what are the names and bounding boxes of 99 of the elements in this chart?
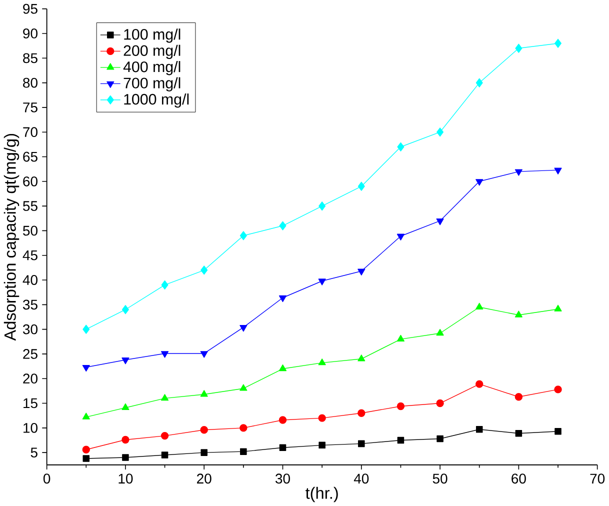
point	[476, 179, 484, 186]
point	[200, 390, 208, 397]
y-tick-label: 60	[23, 176, 38, 186]
x-tick-label: 0	[43, 474, 50, 484]
y-tick-label: 80	[23, 78, 38, 88]
y-tick-label: 90	[23, 28, 38, 38]
point	[554, 168, 562, 174]
y-tick-label: 5	[30, 448, 38, 458]
point	[318, 442, 326, 449]
point	[278, 364, 287, 372]
x-tick-label: 70	[590, 474, 605, 484]
y-tick-label: 20	[23, 374, 38, 384]
point	[200, 351, 208, 358]
point	[161, 452, 168, 458]
x-axis-title: t(hr.)	[306, 486, 338, 502]
point	[278, 416, 287, 424]
y-tick-label: 30	[22, 324, 38, 334]
point	[200, 266, 208, 275]
y-tick-label: 25	[23, 348, 38, 359]
point	[436, 435, 444, 442]
point	[358, 182, 365, 191]
point	[396, 234, 404, 240]
point	[161, 280, 168, 290]
point	[122, 436, 130, 444]
point	[554, 386, 562, 394]
legend-label: 700 mg/l	[124, 77, 180, 92]
x-tick-label: 20	[197, 474, 212, 484]
x-tick-label: 40	[354, 474, 369, 484]
point	[122, 403, 130, 410]
point	[397, 142, 404, 152]
point	[240, 424, 248, 432]
point	[240, 324, 248, 332]
point	[476, 302, 484, 310]
point	[554, 304, 562, 312]
point	[436, 328, 444, 336]
y-tick-label: 35	[22, 300, 38, 310]
point	[514, 310, 522, 318]
point	[160, 432, 169, 440]
point	[122, 358, 130, 364]
point	[436, 218, 444, 226]
point	[200, 449, 208, 456]
point	[396, 334, 404, 342]
point	[436, 128, 444, 137]
y-tick-label: 55	[23, 201, 38, 211]
legend-label: 200 mg/l	[124, 44, 180, 59]
y-tick-label: 15	[24, 398, 38, 408]
point	[82, 412, 90, 420]
point	[515, 44, 522, 53]
legend-label: 1000 mg/l	[124, 94, 189, 108]
point	[554, 38, 562, 48]
x-tick-label: 30	[275, 474, 290, 484]
point	[200, 426, 208, 434]
y-tick-label: 40	[22, 275, 38, 285]
point	[82, 324, 90, 334]
point	[358, 268, 366, 276]
y-axis-title: Adsorption capacity qt(mg/g)	[4, 134, 20, 341]
y-tick-label: 50	[23, 226, 38, 236]
y-tick-label: 95	[23, 4, 38, 14]
point	[436, 399, 444, 408]
legend-label: 400 mg/l	[123, 61, 180, 76]
point	[122, 305, 129, 314]
point	[240, 448, 247, 455]
y-tick-label: 75	[23, 102, 38, 112]
point	[279, 221, 286, 230]
point	[240, 384, 248, 391]
point	[240, 231, 247, 240]
y-tick-label: 65	[23, 152, 38, 162]
point	[82, 364, 90, 372]
point	[514, 392, 523, 401]
point	[318, 201, 326, 211]
point	[358, 354, 366, 362]
y-tick-label: 85	[23, 53, 38, 64]
point	[515, 430, 522, 437]
point	[160, 351, 169, 358]
point	[279, 444, 286, 452]
y-tick-label: 10	[24, 422, 38, 433]
point	[318, 358, 326, 366]
point	[82, 455, 90, 462]
point	[554, 428, 562, 435]
y-tick-label: 45	[22, 250, 38, 260]
point	[396, 402, 405, 410]
point	[358, 440, 365, 448]
x-tick-label: 50	[432, 474, 448, 484]
y-tick-label: 70	[23, 127, 38, 138]
point	[82, 446, 90, 454]
point	[278, 295, 287, 302]
legend-label: 100 mg/l	[124, 28, 180, 43]
point	[476, 78, 483, 88]
point	[514, 169, 522, 176]
point	[397, 436, 404, 444]
point	[476, 426, 483, 433]
point	[160, 394, 169, 401]
x-tick-label: 60	[512, 474, 526, 484]
point	[318, 414, 326, 422]
point	[318, 278, 326, 286]
point	[122, 454, 129, 461]
point	[476, 380, 484, 388]
point	[358, 409, 366, 417]
x-tick-label: 10	[118, 474, 133, 484]
